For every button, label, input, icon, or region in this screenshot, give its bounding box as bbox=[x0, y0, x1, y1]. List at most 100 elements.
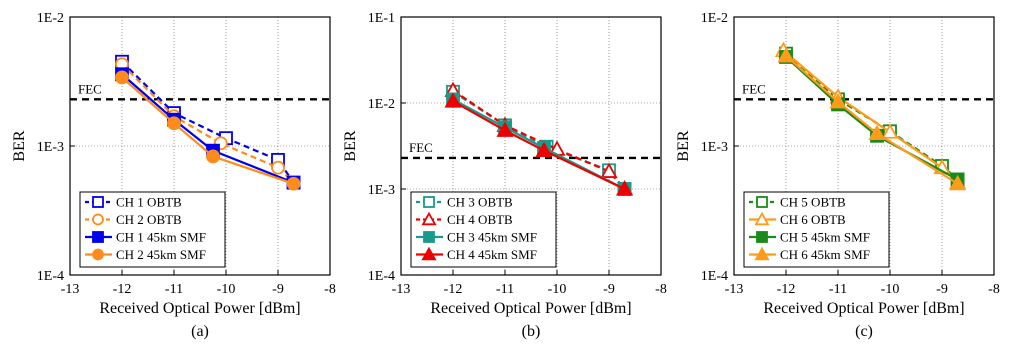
series-ch-6-45km-smf bbox=[777, 46, 967, 191]
x-tick-label: -13 bbox=[61, 282, 80, 297]
x-tick-label: -13 bbox=[725, 282, 744, 297]
legend-label: CH 5 45km SMF bbox=[780, 230, 870, 245]
legend-label: CH 3 45km SMF bbox=[447, 230, 537, 245]
data-point bbox=[777, 46, 795, 63]
x-tick-label: -10 bbox=[548, 282, 567, 297]
series-line bbox=[121, 73, 295, 184]
x-tick-label: -11 bbox=[829, 282, 847, 297]
legend-label: CH 2 45km SMF bbox=[116, 247, 206, 262]
legend-label: CH 5 OBTB bbox=[780, 195, 846, 210]
y-tick-label: 1E-2 bbox=[368, 97, 395, 112]
x-tick-label: -11 bbox=[165, 282, 183, 297]
series-ch-2-obtb bbox=[115, 57, 301, 190]
data-point bbox=[949, 174, 967, 191]
series-line bbox=[785, 55, 959, 185]
y-axis-label: BER bbox=[11, 130, 28, 161]
series-line bbox=[121, 63, 295, 184]
legend-label: CH 4 45km SMF bbox=[447, 247, 537, 262]
y-tick-label: 1E-4 bbox=[701, 269, 728, 284]
panel-caption: (c) bbox=[855, 323, 873, 340]
legend-marker bbox=[421, 246, 437, 261]
y-tick-label: 1E-2 bbox=[701, 11, 728, 26]
data-point bbox=[115, 70, 129, 85]
y-tick-label: 1E-1 bbox=[368, 11, 395, 26]
legend-marker bbox=[92, 248, 104, 261]
data-point bbox=[496, 121, 514, 137]
fec-label: FEC bbox=[409, 140, 433, 155]
data-point bbox=[881, 123, 899, 139]
legend-marker bbox=[421, 211, 437, 226]
fec-label: FEC bbox=[78, 81, 102, 96]
legend-marker bbox=[756, 231, 768, 243]
y-tick-label: 1E-4 bbox=[368, 269, 395, 284]
series-line bbox=[452, 98, 626, 190]
x-tick-label: -9 bbox=[272, 282, 284, 297]
chart-panel-1: -13 -12 -11 -10 -9 -8 1E-2 1E-3 1E-4 Received Opt… bbox=[11, 11, 336, 340]
legend-label: CH 6 45km SMF bbox=[780, 247, 870, 262]
data-point bbox=[271, 160, 285, 175]
legend-marker bbox=[423, 196, 435, 208]
series-line bbox=[121, 60, 295, 184]
chart-panel-3: -13 -12 -11 -10 -9 -8 1E-2 1E-3 1E-4 Received Opt… bbox=[675, 11, 1000, 340]
legend-marker bbox=[754, 246, 770, 261]
y-tick-label: 1E-3 bbox=[37, 140, 64, 155]
data-point bbox=[286, 176, 301, 191]
x-tick-label: -12 bbox=[444, 282, 463, 297]
data-point bbox=[535, 141, 553, 158]
x-tick-label: -12 bbox=[777, 282, 796, 297]
data-point bbox=[616, 180, 634, 196]
data-point bbox=[600, 162, 618, 178]
legend-marker bbox=[92, 213, 104, 226]
y-tick-label: 1E-2 bbox=[37, 11, 64, 26]
panel-caption: (a) bbox=[191, 323, 209, 340]
data-point bbox=[206, 149, 220, 164]
legend-label: CH 6 OBTB bbox=[780, 212, 846, 227]
series-ch-4-45km-smf bbox=[444, 92, 634, 196]
fec-label: FEC bbox=[742, 81, 766, 96]
legend: CH 3 OBTB CH 4 OBTB CH 3 45km SMF CH 4 45km… bbox=[410, 191, 557, 268]
series-ch-2-45km-smf bbox=[115, 70, 301, 191]
x-axis-label: Received Optical Power [dBm] bbox=[763, 300, 964, 317]
y-tick-label: 1E-4 bbox=[37, 269, 64, 284]
x-tick-label: -9 bbox=[936, 282, 948, 297]
data-point bbox=[868, 124, 886, 140]
series-line bbox=[121, 76, 294, 185]
x-tick-label: -13 bbox=[392, 282, 411, 297]
legend-marker bbox=[754, 211, 770, 226]
x-axis-label: Received Optical Power [dBm] bbox=[430, 300, 631, 317]
series-line bbox=[782, 49, 959, 184]
legend-marker bbox=[92, 196, 104, 208]
y-axis-label: BER bbox=[342, 130, 359, 161]
legend-label: CH 2 OBTB bbox=[116, 212, 182, 227]
legend-label: CH 3 OBTB bbox=[447, 195, 513, 210]
data-point bbox=[829, 92, 847, 109]
legend-marker bbox=[756, 196, 768, 208]
x-tick-label: -8 bbox=[324, 282, 336, 297]
y-tick-label: 1E-3 bbox=[701, 140, 728, 155]
plot-frame bbox=[400, 16, 662, 276]
data-point bbox=[444, 92, 462, 108]
x-tick-label: -12 bbox=[113, 282, 132, 297]
legend-label: CH 1 OBTB bbox=[116, 195, 182, 210]
panel-caption: (b) bbox=[522, 323, 541, 340]
legend: CH 5 OBTB CH 6 OBTB CH 5 45km SMF CH 6 45km… bbox=[743, 191, 890, 268]
legend-marker bbox=[423, 231, 435, 243]
x-tick-label: -9 bbox=[603, 282, 615, 297]
data-point bbox=[167, 116, 181, 131]
legend-label: CH 4 OBTB bbox=[447, 212, 513, 227]
x-axis-label: Received Optical Power [dBm] bbox=[99, 300, 300, 317]
x-tick-label: -10 bbox=[881, 282, 900, 297]
series-line bbox=[452, 100, 626, 190]
legend: CH 1 OBTB CH 2 OBTB CH 1 45km SMF CH 2 45km… bbox=[79, 191, 226, 268]
y-tick-label: 1E-3 bbox=[368, 183, 395, 198]
legend-marker bbox=[92, 231, 104, 243]
x-tick-label: -11 bbox=[496, 282, 514, 297]
x-tick-label: -8 bbox=[988, 282, 1000, 297]
x-tick-label: -8 bbox=[655, 282, 667, 297]
chart-panel-2: -13 -12 -11 -10 -9 -8 1E-1 1E-2 1E-3 1E-4 Received… bbox=[342, 11, 667, 340]
y-axis-label: BER bbox=[675, 130, 692, 161]
series-line bbox=[452, 89, 626, 190]
series-line bbox=[452, 90, 626, 190]
legend-label: CH 1 45km SMF bbox=[116, 230, 206, 245]
